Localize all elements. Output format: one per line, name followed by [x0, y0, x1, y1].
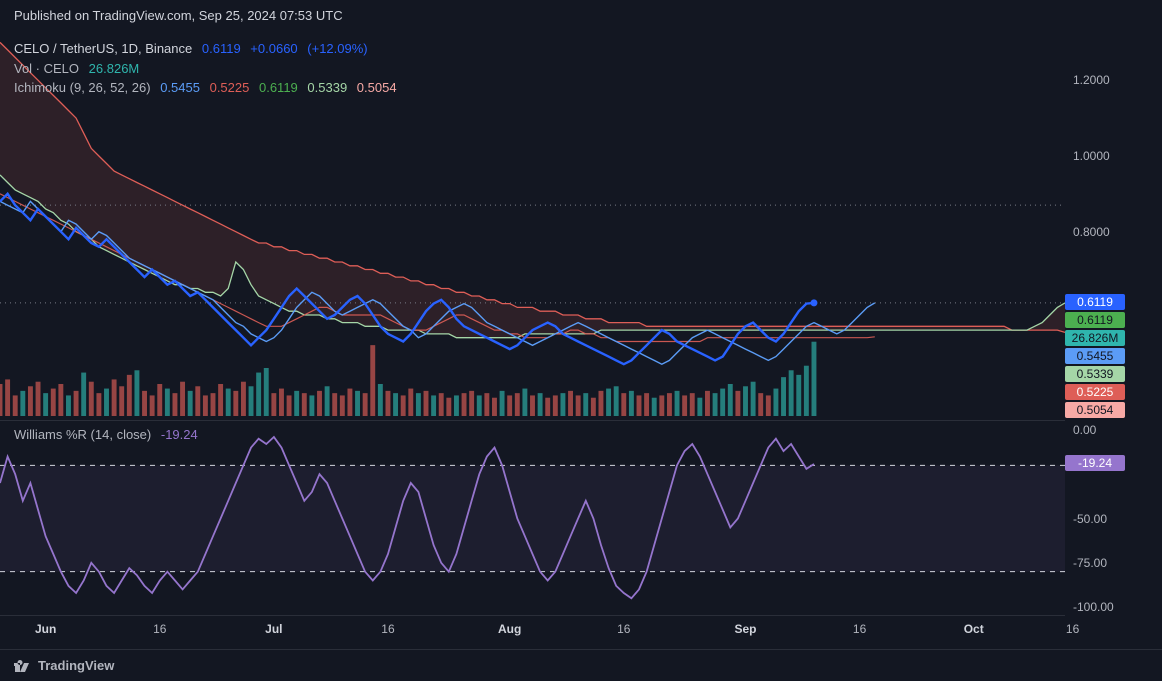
price-tag: 0.5339 — [1065, 366, 1125, 382]
y-tick: 1.0000 — [1073, 149, 1110, 163]
x-tick: 16 — [617, 622, 630, 636]
tradingview-logo-icon — [14, 660, 32, 672]
x-tick: 16 — [853, 622, 866, 636]
y-tick: 1.2000 — [1073, 73, 1110, 87]
change-value: +0.0660 — [250, 41, 297, 56]
price-tag: 0.6119 — [1065, 294, 1125, 310]
ichi-spanA: 0.6119 — [259, 80, 298, 95]
ichi-base: 0.5225 — [210, 80, 250, 95]
x-tick: Jun — [35, 622, 56, 636]
publish-info: Published on TradingView.com, Sep 25, 20… — [0, 0, 1162, 31]
x-tick: 16 — [1066, 622, 1079, 636]
x-tick: 16 — [381, 622, 394, 636]
x-tick: Oct — [964, 622, 984, 636]
y-tick: 0.8000 — [1073, 225, 1110, 239]
y-tick: 0.00 — [1073, 423, 1096, 437]
price-tag: 0.5455 — [1065, 348, 1125, 364]
williams-value: -19.24 — [161, 427, 198, 442]
vol-value: 26.826M — [89, 61, 140, 76]
x-tick: Aug — [498, 622, 521, 636]
price-tag: 0.5054 — [1065, 402, 1125, 418]
main-legend: CELO / TetherUS, 1D, Binance 0.6119 +0.0… — [14, 39, 403, 98]
y-tick: -100.00 — [1073, 600, 1114, 614]
change-pct: (+12.09%) — [307, 41, 367, 56]
y-tick: -50.00 — [1073, 512, 1107, 526]
sub-chart[interactable]: Williams %R (14, close) -19.24 — [0, 421, 1065, 616]
y-tick: -75.00 — [1073, 556, 1107, 570]
symbol-label: CELO / TetherUS, 1D, Binance — [14, 41, 192, 56]
y-axis-main[interactable]: 1.2000 1.0000 0.8000 0.6119 0.6119 0.5455 0.53… — [1065, 31, 1162, 421]
footer: TradingView — [0, 649, 1162, 681]
x-tick: 16 — [153, 622, 166, 636]
williams-tag: -19.24 — [1065, 455, 1125, 471]
sub-legend: Williams %R (14, close) -19.24 — [14, 427, 198, 442]
chart-container: CELO / TetherUS, 1D, Binance 0.6119 +0.0… — [0, 31, 1162, 669]
vol-label: Vol · CELO — [14, 61, 79, 76]
y-axis-sub[interactable]: 0.00 -50.00 -75.00 -100.00 -19.24 — [1065, 421, 1162, 616]
ichimoku-label: Ichimoku (9, 26, 52, 26) — [14, 80, 151, 95]
ichi-spanB: 0.5339 — [307, 80, 347, 95]
volume-tag: 26.826M — [1065, 330, 1125, 346]
last-price: 0.6119 — [202, 41, 241, 56]
price-tag: 0.5225 — [1065, 384, 1125, 400]
williams-label: Williams %R (14, close) — [14, 427, 151, 442]
price-tag: 0.6119 — [1065, 312, 1125, 328]
footer-text: TradingView — [38, 658, 114, 673]
x-axis[interactable]: Jun16Jul16Aug16Sep16Oct16 — [0, 616, 1065, 644]
ichi-lag: 0.5054 — [357, 80, 397, 95]
ichi-conv: 0.5455 — [160, 80, 200, 95]
x-tick: Sep — [734, 622, 756, 636]
x-tick: Jul — [265, 622, 282, 636]
